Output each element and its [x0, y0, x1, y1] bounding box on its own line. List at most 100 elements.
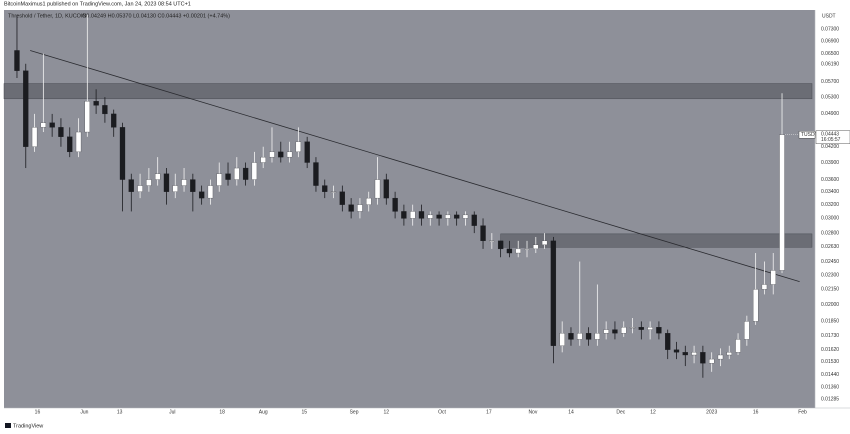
y-tick-label: 0.03900: [821, 160, 839, 166]
candle-body: [234, 167, 240, 180]
candle-body: [691, 352, 697, 356]
candle-body: [128, 179, 134, 192]
candle-body: [462, 214, 469, 219]
candle-body: [322, 185, 328, 192]
candle-body: [612, 329, 618, 334]
y-tick-label: 0.01620: [821, 347, 839, 353]
y-tick-label: 0.02300: [821, 272, 839, 278]
y-tick-label: 0.03600: [821, 177, 839, 183]
y-tick-label: 0.03200: [821, 202, 839, 208]
candle-body: [75, 131, 82, 153]
candle-body: [541, 240, 548, 245]
candle-body: [550, 240, 557, 346]
candle-body: [357, 204, 363, 212]
y-tick-label: 0.01730: [821, 333, 839, 339]
candle-body: [190, 179, 196, 192]
x-tick-label: Sep: [350, 409, 359, 415]
candle-body: [155, 173, 161, 180]
candle-body: [313, 162, 319, 186]
candle-body: [137, 185, 143, 192]
candle-body: [656, 327, 662, 334]
candle-body: [445, 214, 451, 219]
candle-body: [251, 162, 258, 180]
candle-body: [726, 352, 732, 356]
candle-body: [471, 214, 477, 226]
candle-body: [515, 248, 521, 254]
candle-body: [700, 352, 706, 364]
candle-body: [392, 197, 398, 212]
x-tick-label: Nov: [528, 409, 537, 415]
candle-body: [23, 70, 29, 147]
x-tick-label: 15: [301, 409, 307, 415]
candle-body: [242, 167, 249, 180]
candle-body: [489, 240, 495, 242]
y-tick-label: 0.02000: [821, 302, 839, 308]
axis-unit: USDT: [822, 13, 836, 19]
candle-body: [225, 173, 231, 180]
x-tick-label: Aug: [259, 409, 268, 415]
y-tick-label: 0.01285: [821, 396, 839, 402]
y-tick-label: 0.06190: [821, 61, 839, 67]
candle-body: [568, 333, 574, 340]
logo-mark: [5, 423, 11, 428]
y-tick-label: 0.04200: [821, 144, 839, 150]
y-tick-label: 0.01440: [821, 372, 839, 378]
y-tick-label: 0.05700: [821, 79, 839, 85]
trendline: [30, 50, 800, 282]
x-tick-label: 16: [35, 409, 41, 415]
candle-body: [31, 127, 38, 147]
x-tick-label: Dec: [616, 409, 625, 415]
x-tick-label: 13: [117, 409, 123, 415]
last-price-box: [815, 130, 850, 144]
candle-body: [49, 122, 55, 128]
ohlc-legend: O0.04249 H0.05370 L0.04130 C0.04443 +0.0…: [82, 13, 230, 19]
candle-body: [673, 349, 680, 353]
x-tick-label: 2023: [706, 409, 717, 415]
resistance-zone: [3, 83, 813, 100]
y-tick-label: 0.02450: [821, 259, 839, 265]
symbol-tag-box: [798, 131, 816, 139]
x-tick-label: Jul: [169, 409, 175, 415]
y-tick-label: 0.01850: [821, 319, 839, 325]
candle-body: [524, 248, 530, 250]
resistance-zone: [500, 233, 813, 248]
y-tick-label: 0.07300: [821, 26, 839, 32]
candle-body: [93, 101, 99, 106]
candle-body: [58, 127, 64, 137]
candle-body: [119, 127, 126, 180]
candle-body: [84, 101, 90, 133]
candle-body: [559, 333, 565, 346]
candle-body: [172, 185, 178, 192]
candle-body: [14, 50, 20, 71]
footer-logo: TradingView: [5, 423, 43, 429]
y-tick-label: 0.02630: [821, 244, 839, 250]
candle-body: [383, 179, 389, 199]
candle-body: [682, 352, 688, 356]
x-tick-label: 12: [650, 409, 656, 415]
candle-body: [709, 358, 715, 364]
y-tick-label: 0.03400: [821, 189, 839, 195]
candle-body: [286, 151, 293, 158]
candle-body: [102, 105, 108, 115]
candle-body: [454, 214, 460, 219]
y-tick-label: 0.04900: [821, 111, 839, 117]
candle-body: [629, 327, 636, 329]
x-tick-label: Feb: [798, 409, 807, 415]
candle-body: [436, 214, 442, 219]
candle-body: [401, 211, 407, 219]
candle-body: [717, 354, 724, 360]
candle-body: [295, 141, 302, 153]
candle-body: [418, 211, 425, 219]
y-tick-label: 0.02800: [821, 230, 839, 236]
candle-body: [603, 329, 609, 334]
candle-body: [752, 289, 759, 322]
candle-body: [260, 156, 266, 163]
candle-body: [770, 270, 776, 285]
candle-body: [779, 134, 785, 271]
candle-body: [339, 191, 345, 205]
candle-body: [181, 179, 187, 186]
candle-body: [163, 173, 170, 192]
candle-body: [216, 173, 222, 186]
candle-body: [735, 339, 741, 353]
candle-body: [207, 185, 214, 199]
